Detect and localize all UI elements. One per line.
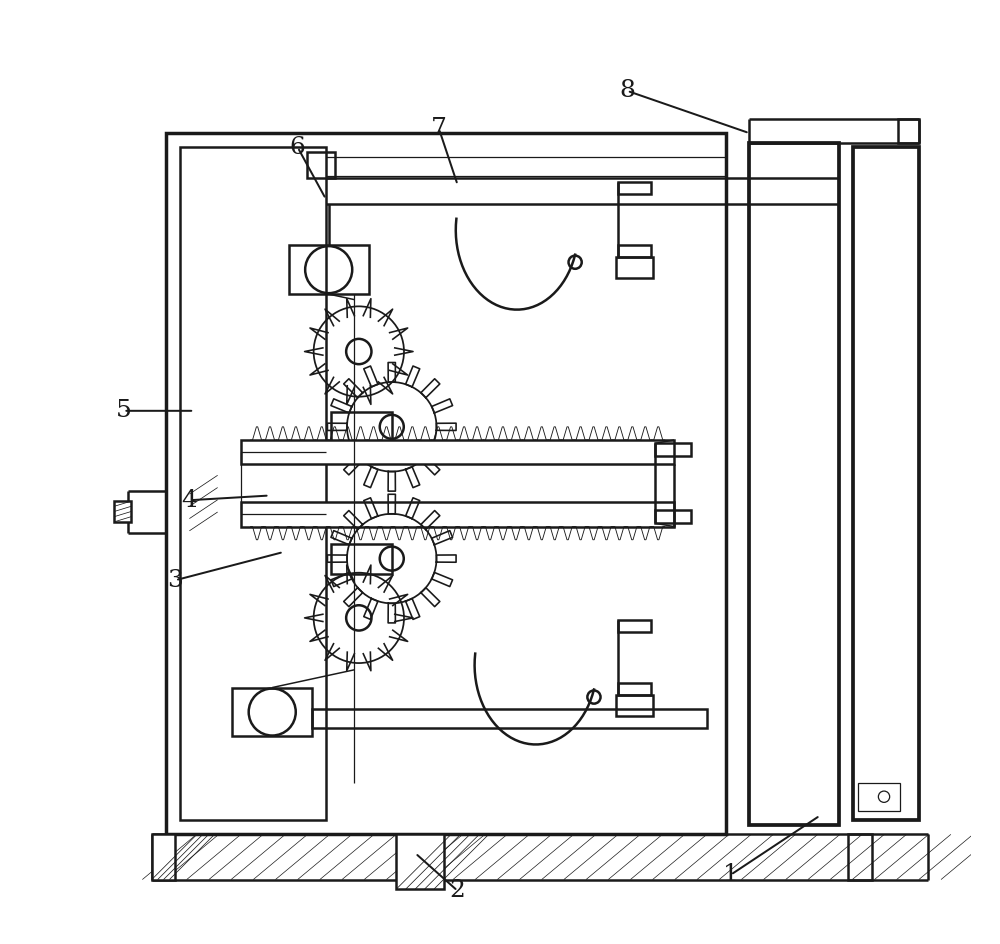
Text: 2: 2 xyxy=(450,880,466,902)
Bar xyxy=(241,440,674,464)
Bar xyxy=(166,133,726,834)
Bar xyxy=(331,412,392,442)
Bar xyxy=(396,834,444,889)
Bar xyxy=(655,444,691,457)
Bar xyxy=(180,147,326,820)
Bar xyxy=(616,695,653,716)
Bar xyxy=(232,687,312,736)
Text: 7: 7 xyxy=(431,117,447,140)
Text: 8: 8 xyxy=(619,79,635,102)
Bar xyxy=(618,182,651,194)
Bar xyxy=(858,783,900,811)
Text: 4: 4 xyxy=(181,489,197,512)
Text: 5: 5 xyxy=(116,399,131,422)
Text: 1: 1 xyxy=(723,864,738,886)
Bar xyxy=(618,245,651,258)
Bar xyxy=(241,502,674,527)
Bar xyxy=(289,245,369,295)
Bar xyxy=(618,683,651,695)
Bar xyxy=(848,834,872,880)
Bar xyxy=(853,147,919,820)
Bar xyxy=(655,510,691,523)
Bar xyxy=(616,258,653,278)
Bar xyxy=(307,152,335,178)
Bar xyxy=(152,834,175,880)
Text: 3: 3 xyxy=(167,568,183,592)
Bar xyxy=(114,501,131,522)
Bar xyxy=(749,143,839,825)
Bar xyxy=(312,709,707,728)
Bar xyxy=(331,544,392,574)
Text: 6: 6 xyxy=(290,136,306,159)
Bar xyxy=(898,119,919,143)
Bar xyxy=(618,620,651,632)
